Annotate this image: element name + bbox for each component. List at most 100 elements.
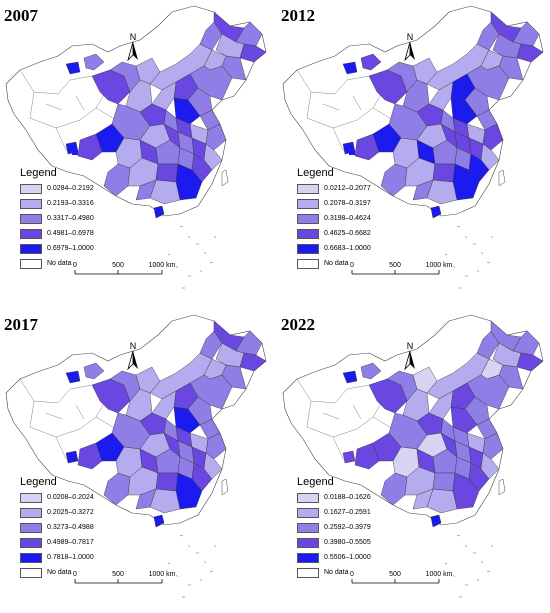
map-panel-2017: 2017 N Legend 0.0208–0.2024 0.2025–0.3272 0.3…	[0, 309, 272, 609]
legend-swatch	[20, 183, 42, 194]
legend-entry: 0.3980–0.5505	[297, 535, 371, 550]
legend-range-label: 0.0188–0.1626	[324, 494, 371, 501]
legend-swatch	[297, 228, 319, 239]
legend-entry: 0.5506–1.0000	[297, 550, 371, 565]
legend-entry: 0.2025–0.3272	[20, 505, 94, 520]
legend-range-label: 0.3980–0.5505	[324, 539, 371, 546]
south-china-sea-islands	[167, 534, 217, 598]
south-china-sea-islands	[444, 225, 494, 289]
map-legend: Legend 0.0212–0.2077 0.2078–0.3197 0.3198–0…	[297, 167, 371, 271]
legend-swatch	[20, 258, 42, 269]
legend-no-data-label: No data	[324, 260, 349, 267]
highlight-region	[72, 150, 78, 155]
legend-swatch	[20, 492, 42, 503]
legend-swatch	[20, 213, 42, 224]
legend-swatch	[297, 243, 319, 254]
panel-year-title: 2022	[281, 315, 315, 334]
china-choropleth-map	[5, 314, 267, 598]
legend-title: Legend	[20, 167, 57, 179]
north-arrow-icon: N	[401, 32, 419, 64]
legend-swatch	[20, 537, 42, 548]
legend-entry: 0.3317–0.4980	[20, 211, 94, 226]
scale-label: 500	[389, 571, 401, 578]
panel-year-title: 2012	[281, 6, 315, 25]
legend-range-label: 0.3198–0.4624	[324, 215, 371, 222]
scale-label: 500	[112, 262, 124, 269]
legend-entry: 0.7818–1.0000	[20, 550, 94, 565]
legend-swatch	[297, 567, 319, 578]
legend-range-label: 0.4981–0.6978	[47, 230, 94, 237]
legend-range-label: 0.3273–0.4988	[47, 524, 94, 531]
legend-entry: 0.0208–0.2024	[20, 490, 94, 505]
legend-entry: 0.3273–0.4988	[20, 520, 94, 535]
scale-bar: 0 500 1000 km	[347, 256, 457, 286]
legend-entry-no-data: No data	[20, 565, 94, 580]
hainan-island	[153, 514, 165, 528]
legend-swatch	[20, 567, 42, 578]
north-arrow-icon: N	[124, 341, 142, 373]
hainan-island	[430, 205, 442, 219]
legend-range-label: 0.4989–0.7817	[47, 539, 94, 546]
scale-label: 500	[112, 571, 124, 578]
legend-entry: 0.0284–0.2192	[20, 181, 94, 196]
panel-year-title: 2017	[4, 315, 38, 334]
legend-range-label: 0.6979–1.0000	[47, 245, 94, 252]
scale-label: 1000 km	[426, 571, 453, 578]
legend-range-label: 0.7818–1.0000	[47, 554, 94, 561]
taiwan-island	[498, 169, 506, 187]
legend-entry: 0.2592–0.3979	[297, 520, 371, 535]
legend-entry: 0.4989–0.7817	[20, 535, 94, 550]
legend-entry: 0.0212–0.2077	[297, 181, 371, 196]
china-choropleth-map	[5, 5, 267, 289]
legend-range-label: 0.2193–0.3316	[47, 200, 94, 207]
legend-range-label: 0.3317–0.4980	[47, 215, 94, 222]
legend-swatch	[297, 213, 319, 224]
south-china-sea-islands	[444, 534, 494, 598]
legend-entry-no-data: No data	[297, 565, 371, 580]
china-choropleth-map	[282, 5, 544, 289]
legend-entry: 0.1627–0.2591	[297, 505, 371, 520]
north-label: N	[406, 341, 414, 351]
north-arrow-icon: N	[401, 341, 419, 373]
legend-swatch	[20, 507, 42, 518]
legend-title: Legend	[20, 476, 57, 488]
legend-no-data-label: No data	[324, 569, 349, 576]
china-choropleth-map	[282, 314, 544, 598]
legend-swatch	[20, 243, 42, 254]
legend-entry: 0.6683–1.0000	[297, 241, 371, 256]
scale-label: 500	[389, 262, 401, 269]
legend-entry: 0.4981–0.6978	[20, 226, 94, 241]
legend-swatch	[297, 522, 319, 533]
map-legend: Legend 0.0208–0.2024 0.2025–0.3272 0.3273–0…	[20, 476, 94, 580]
highlight-region	[349, 150, 355, 155]
scale-label: 1000 km	[149, 571, 176, 578]
highlight-region	[349, 68, 354, 72]
taiwan-island	[498, 478, 506, 496]
legend-swatch	[20, 522, 42, 533]
legend-range-label: 0.2078–0.3197	[324, 200, 371, 207]
legend-swatch	[297, 183, 319, 194]
legend-range-label: 0.1627–0.2591	[324, 509, 371, 516]
legend-title: Legend	[297, 167, 334, 179]
legend-swatch	[297, 258, 319, 269]
legend-entry-no-data: No data	[20, 256, 94, 271]
scale-label: 0	[350, 571, 354, 578]
legend-entry-no-data: No data	[297, 256, 371, 271]
legend-entry: 0.6979–1.0000	[20, 241, 94, 256]
legend-range-label: 0.4625–0.6682	[324, 230, 371, 237]
map-legend: Legend 0.0284–0.2192 0.2193–0.3316 0.3317–0…	[20, 167, 94, 271]
scale-label: 0	[73, 262, 77, 269]
legend-range-label: 0.0208–0.2024	[47, 494, 94, 501]
legend-swatch	[297, 492, 319, 503]
map-legend: Legend 0.0188–0.1626 0.1627–0.2591 0.2592–0…	[297, 476, 371, 580]
south-china-sea-islands	[167, 225, 217, 289]
hainan-island	[430, 514, 442, 528]
legend-range-label: 0.0284–0.2192	[47, 185, 94, 192]
scale-label: 1000 km	[149, 262, 176, 269]
legend-entry: 0.3198–0.4624	[297, 211, 371, 226]
north-label: N	[129, 341, 137, 351]
scale-label: 0	[73, 571, 77, 578]
legend-entry: 0.2193–0.3316	[20, 196, 94, 211]
scale-bar: 0 500 1000 km	[70, 565, 180, 595]
scale-label: 1000 km	[426, 262, 453, 269]
